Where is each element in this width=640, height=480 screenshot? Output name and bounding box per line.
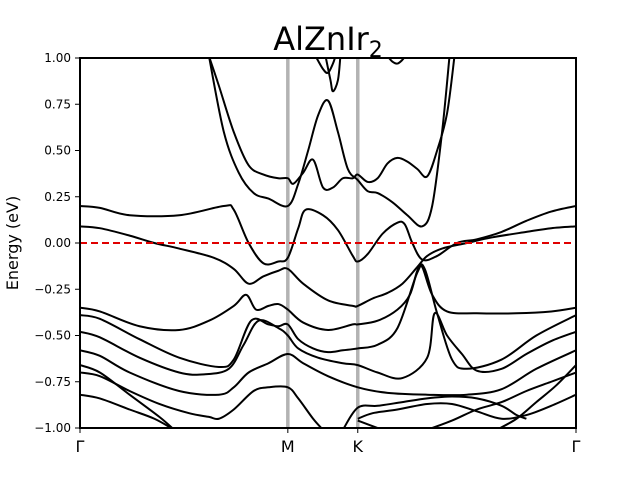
band-line-15 bbox=[208, 58, 451, 228]
y-tick-label-5: −0.25 bbox=[34, 282, 71, 296]
band-line-10 bbox=[357, 393, 576, 420]
y-tick-label-2: 0.50 bbox=[44, 144, 71, 158]
y-tick-label-1: 0.75 bbox=[44, 97, 71, 111]
band-line-4 bbox=[80, 311, 576, 380]
band-line-0 bbox=[80, 204, 576, 266]
y-tick-label-7: −0.75 bbox=[34, 375, 71, 389]
band-line-13 bbox=[497, 364, 576, 428]
kpoint-label-1: M bbox=[281, 437, 295, 456]
band-lines bbox=[80, 58, 576, 428]
band-line-1 bbox=[80, 225, 576, 308]
band-line-5 bbox=[80, 349, 576, 397]
kpoint-label-2: K bbox=[353, 437, 364, 456]
band-line-3 bbox=[80, 263, 576, 370]
band-line-12 bbox=[429, 371, 576, 428]
kpoint-label-0: Γ bbox=[76, 437, 85, 456]
chart-title: AlZnIr2 bbox=[273, 20, 383, 63]
y-axis-label: Energy (eV) bbox=[3, 196, 22, 290]
band-line-2 bbox=[80, 264, 576, 332]
chart-title-main: AlZnIr bbox=[273, 20, 369, 58]
y-tick-label-6: −0.50 bbox=[34, 329, 71, 343]
band-line-14 bbox=[208, 58, 456, 191]
band-line-17 bbox=[324, 58, 342, 93]
band-line-6 bbox=[80, 371, 323, 428]
band-line-8 bbox=[80, 364, 174, 428]
band-line-9 bbox=[342, 395, 527, 428]
y-tick-label-3: 0.25 bbox=[44, 190, 71, 204]
y-axis-ticks: 1.00 0.75 0.50 0.25 0.00 −0.25 −0.50 −0.75 −1.00 bbox=[34, 51, 80, 435]
y-tick-label-4: 0.00 bbox=[44, 236, 71, 250]
kpoint-label-3: Γ bbox=[572, 437, 581, 456]
band-line-11 bbox=[357, 419, 381, 428]
chart-title-subscript: 2 bbox=[369, 38, 383, 63]
y-tick-label-8: −1.00 bbox=[34, 421, 71, 435]
band-line-7 bbox=[80, 393, 174, 428]
y-tick-label-0: 1.00 bbox=[44, 51, 71, 65]
